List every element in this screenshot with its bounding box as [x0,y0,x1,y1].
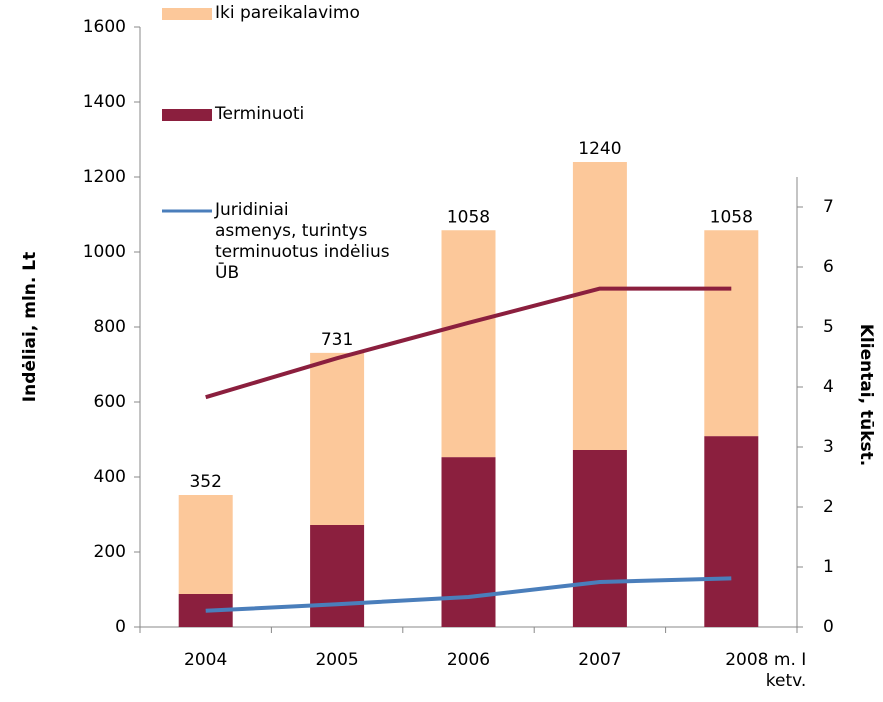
y2-axis-label: Klientai, tūkst. [856,324,876,467]
total-label: 1240 [578,139,621,159]
y-tick-label: 200 [94,542,126,562]
legend-swatch [162,8,212,20]
y-axis-label: Indėliai, mln. Lt [20,252,40,402]
bar [310,525,365,627]
x-tick-label: 2008 m. I ketv. [725,650,807,691]
y-tick-label: 1600 [83,17,126,37]
legend-label: Iki pareikalavimo [215,3,360,23]
y2-tick-label: 5 [823,317,834,337]
legend-label: Terminuoti [215,104,305,124]
y-tick-label: 1200 [83,167,126,187]
y-tick-label: 0 [115,617,126,637]
bar [310,352,365,525]
total-label: 352 [189,472,221,492]
y-tick-label: 1000 [83,242,126,262]
y2-tick-label: 1 [823,557,834,577]
x-tick-label: 2006 [446,650,491,670]
total-label: 731 [321,330,353,350]
y-tick-label: 600 [94,392,126,412]
bar [704,230,759,437]
line [205,286,732,400]
x-tick-label: 2004 [184,650,228,670]
x-tick-label: 2007 [578,650,622,670]
bar [572,162,627,450]
x-tick-label: 2005 [315,650,359,670]
y2-tick-label: 6 [823,257,834,277]
legend-swatch [162,109,212,121]
y-tick-label: 400 [94,467,126,487]
y2-tick-label: 0 [823,617,834,637]
bar [178,495,233,594]
bar [704,436,759,627]
y-tick-label: 1400 [83,92,126,112]
bar [572,450,627,627]
bar [441,457,496,627]
y-tick-label: 800 [94,317,126,337]
line [205,576,732,613]
y2-tick-label: 4 [823,377,834,397]
bar [441,230,496,458]
y2-tick-label: 2 [823,497,834,517]
y2-tick-label: 7 [823,197,834,217]
y2-tick-label: 3 [823,437,834,457]
total-label: 1058 [710,207,753,227]
total-label: 1058 [447,207,490,227]
legend-label: Juridiniai asmenys, turintys terminuotus… [215,200,390,283]
